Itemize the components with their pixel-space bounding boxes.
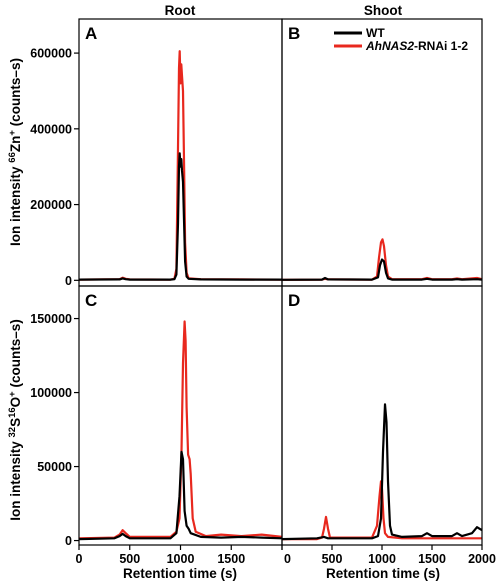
y-tick-label: 150000 bbox=[30, 312, 72, 326]
x-tick-label: 500 bbox=[322, 552, 343, 566]
panel-letter: D bbox=[288, 291, 300, 310]
x-tick-label: 0 bbox=[76, 552, 83, 566]
series-line-wt bbox=[78, 450, 283, 541]
y-tick-label: 50000 bbox=[37, 460, 72, 474]
series-line-rnai bbox=[78, 320, 283, 540]
x-tick-label: 1500 bbox=[217, 552, 245, 566]
panels: A0200000400000600000BC050000100000150000… bbox=[30, 18, 496, 566]
x-tick-label: 1000 bbox=[368, 552, 396, 566]
panel-c: C 0 50000 100000 150000 0 500 1000 1500 bbox=[30, 285, 283, 566]
y-tick-label: 0 bbox=[65, 274, 72, 288]
y-tick-label: 100000 bbox=[30, 386, 72, 400]
ylabel-top: Ion intensity 66Zn+ (counts–s) bbox=[7, 58, 23, 246]
legend: WT AhNAS2-RNAi 1-2 bbox=[334, 26, 468, 53]
panel-d: D 500 1000 1500 2000 0 bbox=[281, 285, 496, 566]
title-root: Root bbox=[165, 3, 196, 18]
title-shoot: Shoot bbox=[364, 3, 403, 18]
series-line-wt bbox=[78, 152, 282, 281]
x-tick-label: 500 bbox=[119, 552, 140, 566]
y-tick-label: 0 bbox=[65, 534, 72, 548]
panel-letter: A bbox=[85, 24, 97, 43]
xlabel-left: Retention time (s) bbox=[123, 566, 237, 581]
series-line-wt bbox=[281, 403, 483, 541]
y-tick-label: 400000 bbox=[30, 122, 72, 136]
series-line-wt bbox=[281, 258, 483, 281]
legend-label-wt: WT bbox=[366, 26, 385, 40]
y-tick-label: 600000 bbox=[30, 47, 72, 61]
legend-label-rnai: AhNAS2-RNAi 1-2 bbox=[365, 39, 468, 53]
series-line-rnai bbox=[282, 480, 482, 541]
y-tick-label: 200000 bbox=[30, 198, 72, 212]
x-tick-label: 1000 bbox=[167, 552, 195, 566]
panel-frame bbox=[281, 18, 483, 287]
panel-a: A 0 200000 400000 600000 bbox=[30, 18, 283, 288]
panel-letter: C bbox=[85, 291, 97, 310]
x-tick-label: 2000 bbox=[468, 552, 496, 566]
x-tick-label: 1500 bbox=[418, 552, 446, 566]
ylabel-bottom: Ion intensity 32S16O+ (counts–s) bbox=[7, 319, 23, 521]
x-tick-label: 0 bbox=[284, 552, 291, 566]
xlabel-right: Retention time (s) bbox=[326, 566, 440, 581]
panel-letter: B bbox=[288, 24, 300, 43]
panel-b: B bbox=[281, 18, 483, 287]
